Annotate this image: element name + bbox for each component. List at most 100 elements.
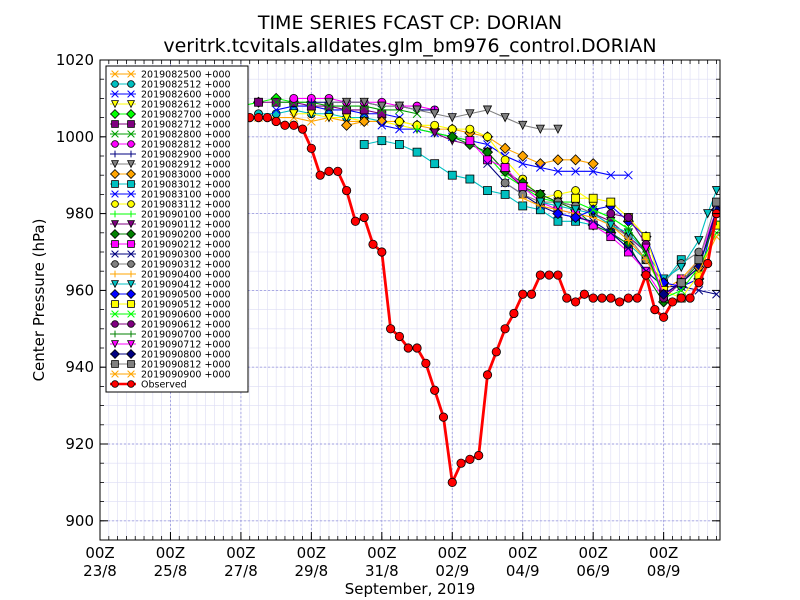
data-point — [394, 101, 405, 111]
data-point — [358, 115, 370, 128]
data-point — [315, 170, 325, 180]
legend-entry: 2019082512 +000 — [110, 80, 231, 91]
data-point — [518, 159, 528, 169]
legend-marker — [126, 109, 136, 119]
data-point — [588, 205, 598, 215]
legend-marker — [127, 120, 135, 128]
legend-label: 2019083112 +000 — [141, 200, 231, 211]
data-point — [307, 98, 316, 107]
legend-label: 2019090700 +000 — [141, 330, 231, 341]
data-point — [430, 385, 440, 395]
data-point — [570, 154, 582, 166]
legend-entry: 2019090712 +000 — [110, 340, 231, 351]
data-point — [271, 97, 281, 107]
data-point — [526, 289, 537, 299]
y-tick-label: 940 — [65, 358, 94, 376]
series-line — [540, 190, 717, 280]
legend-marker — [126, 229, 136, 239]
series-line — [663, 209, 718, 295]
legend-label: 2019082800 +000 — [141, 130, 231, 141]
data-point — [359, 212, 369, 223]
data-point — [289, 109, 299, 119]
data-point — [712, 289, 720, 299]
legend-marker — [127, 180, 135, 188]
legend-marker — [127, 90, 135, 98]
legend-marker — [127, 270, 135, 278]
legend-marker — [111, 310, 119, 318]
legend-entry: 2019083012 +000 — [110, 180, 231, 191]
legend-marker — [126, 289, 136, 299]
data-point — [289, 120, 299, 130]
legend-label: 2019082912 +000 — [141, 160, 231, 171]
data-point — [465, 136, 475, 146]
legend-label: 2019090300 +000 — [141, 250, 231, 261]
data-point — [667, 297, 678, 307]
data-point — [430, 120, 440, 130]
legend-marker — [127, 130, 135, 138]
data-point — [624, 236, 633, 245]
data-point — [324, 97, 334, 108]
legend-label: 2019090412 +000 — [141, 280, 231, 291]
data-point — [306, 143, 316, 153]
data-point — [377, 247, 387, 257]
data-point — [386, 324, 396, 334]
data-point — [570, 211, 582, 224]
data-point — [280, 120, 290, 130]
legend-entry: 2019083000 +000 — [110, 169, 231, 181]
legend-marker — [110, 280, 120, 289]
legend-label: 2019083100 +000 — [141, 190, 231, 201]
data-point — [606, 232, 616, 242]
data-point — [606, 170, 616, 180]
data-point — [624, 243, 633, 253]
data-point — [341, 119, 353, 131]
legend-entry: 2019090412 +000 — [110, 280, 231, 291]
legend-label: 2019082812 +000 — [141, 140, 231, 151]
data-point — [377, 120, 387, 130]
data-point — [676, 286, 686, 295]
data-point — [394, 331, 405, 342]
data-point — [571, 193, 580, 203]
legend-label: 2019082512 +000 — [141, 80, 231, 91]
legend-marker — [110, 340, 120, 349]
data-point — [676, 278, 686, 288]
data-point — [333, 166, 343, 176]
legend-label: 2019090812 +000 — [141, 360, 231, 371]
legend-marker — [111, 320, 119, 328]
legend-marker — [110, 349, 120, 359]
data-point — [307, 117, 316, 126]
data-point — [518, 194, 527, 203]
legend-entry: 2019082612 +000 — [110, 100, 231, 111]
legend-marker — [111, 150, 119, 158]
legend-marker — [126, 100, 136, 109]
legend-marker — [127, 70, 135, 78]
data-point — [703, 258, 713, 269]
x-tick-label: 00Z — [297, 544, 326, 562]
legend-entry: 2019090300 +000 — [110, 250, 231, 261]
legend-label: 2019090600 +000 — [141, 310, 231, 321]
legend-entry: 2019083112 +000 — [110, 200, 231, 211]
data-point — [553, 201, 563, 211]
data-point — [421, 358, 431, 368]
chart-subtitle: veritrk.tcvitals.alldates.glm_bm976_cont… — [163, 35, 656, 57]
legend-marker — [111, 120, 119, 128]
legend-entry: 2019090612 +000 — [110, 320, 231, 331]
data-point — [624, 170, 633, 180]
legend-label: 2019090400 +000 — [141, 270, 231, 281]
legend-label: 2019082700 +000 — [141, 110, 231, 121]
legend-label: 2019082712 +000 — [141, 120, 231, 131]
legend-marker — [111, 270, 119, 278]
legend-label: 2019090200 +000 — [141, 230, 231, 241]
data-point — [438, 412, 449, 422]
legend-entry: 2019090312 +000 — [110, 260, 231, 271]
legend-label: 2019090612 +000 — [141, 320, 231, 331]
data-point — [641, 243, 651, 254]
data-point — [262, 113, 272, 123]
legend-entry: 2019090600 +000 — [110, 310, 231, 321]
data-point — [297, 124, 308, 134]
data-point — [588, 167, 598, 176]
data-point — [535, 124, 545, 135]
data-point — [535, 270, 545, 280]
data-point — [341, 185, 352, 196]
data-point — [624, 213, 633, 222]
legend-marker — [111, 380, 119, 388]
